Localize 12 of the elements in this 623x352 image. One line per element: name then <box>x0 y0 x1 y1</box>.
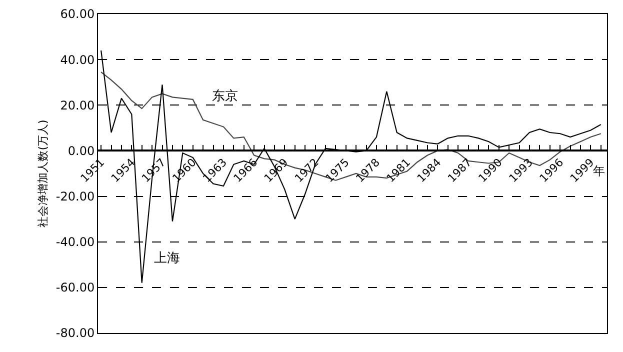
series-label: 上海 <box>154 251 180 266</box>
y-tick-label: -60.00 <box>56 280 95 295</box>
y-tick-label: -80.00 <box>56 326 95 340</box>
y-tick-label: 60.00 <box>60 7 95 22</box>
y-axis-title: 社会净增加人数(万人) <box>36 120 50 228</box>
y-tick-label: 20.00 <box>60 98 95 112</box>
y-tick-label: 40.00 <box>60 52 95 67</box>
series-label: 东京 <box>212 89 238 104</box>
y-tick-label: 0.00 <box>68 144 95 158</box>
x-axis-title: 年 <box>593 164 605 178</box>
y-tick-label: -20.00 <box>56 189 95 204</box>
y-tick-label: -40.00 <box>56 235 95 250</box>
